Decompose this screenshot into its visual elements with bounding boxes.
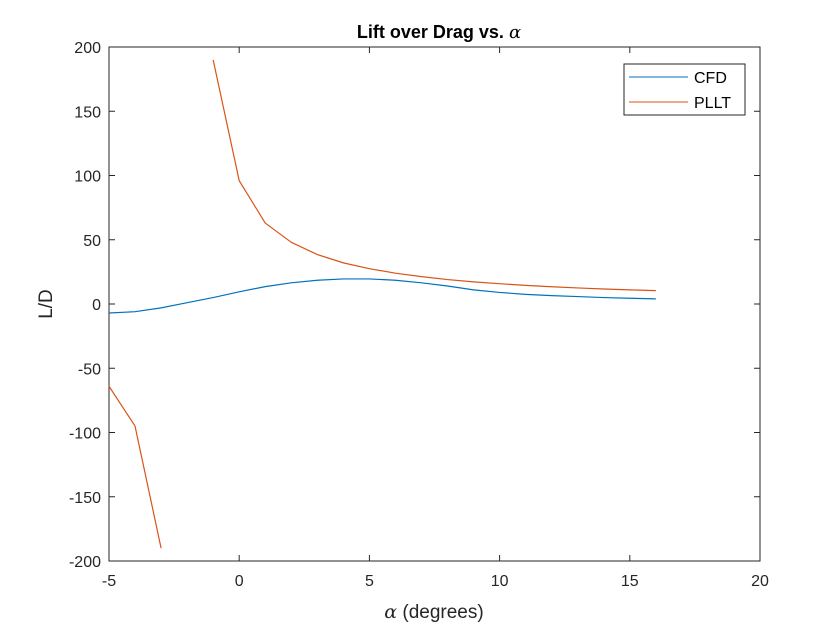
y-tick-label: 0 [92, 297, 101, 314]
x-tick-label: 5 [365, 573, 374, 590]
chart-title: Lift over Drag vs. α [357, 22, 521, 43]
x-axis-label: (degrees) [397, 602, 484, 623]
y-axis-title: L/D [36, 289, 57, 319]
x-tick-label: -5 [102, 573, 116, 590]
legend: CFD PLLT [623, 63, 746, 116]
y-tick-label: 150 [74, 104, 101, 121]
series-layer [108, 59, 656, 549]
x-axis: -5 0 5 10 15 20 [102, 47, 769, 590]
y-tick-label: -150 [69, 490, 101, 507]
x-tick-label: 10 [491, 573, 509, 590]
y-tick-label: -100 [69, 426, 101, 443]
y-tick-label: 100 [74, 169, 101, 186]
x-axis-symbol: α [384, 601, 397, 623]
x-tick-label: 20 [751, 573, 769, 590]
series-line-pllt-segment-2 [212, 59, 656, 292]
series-line-cfd [108, 278, 656, 314]
x-tick-label: 0 [235, 573, 244, 590]
chart-title-symbol: α [509, 22, 521, 43]
y-axis: -200 -150 -100 -50 0 50 100 150 200 [69, 40, 760, 571]
series-line-pllt-segment-1 [108, 385, 162, 549]
y-tick-label: -50 [78, 361, 101, 378]
y-tick-label: 50 [83, 233, 101, 250]
legend-label-cfd: CFD [694, 70, 727, 87]
y-tick-label: -200 [69, 554, 101, 571]
plot-area [108, 46, 761, 562]
y-tick-label: 200 [74, 40, 101, 57]
legend-label-pllt: PLLT [694, 95, 731, 112]
chart-title-text: Lift over Drag vs. [357, 22, 509, 42]
x-axis-title: α (degrees) [384, 601, 483, 623]
legend-box [623, 63, 746, 116]
x-tick-label: 15 [621, 573, 639, 590]
